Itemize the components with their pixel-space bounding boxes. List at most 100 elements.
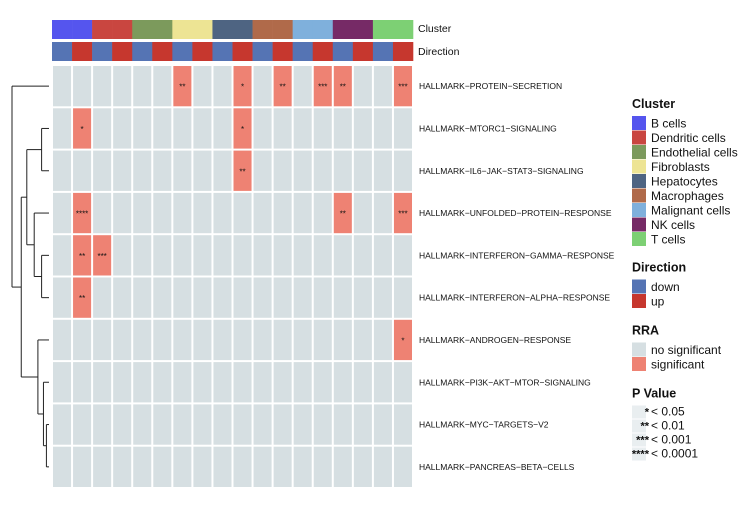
heatmap-cell-r3-c14: [333, 192, 352, 234]
heatmap-cell-r5-c5: [153, 277, 172, 318]
legend-label-dendritic-cells: Dendritic cells: [651, 131, 726, 145]
heatmap-cell-r1-c0: [53, 108, 72, 149]
heatmap-cell-r5-c2: [93, 277, 112, 318]
heatmap-cell-r0-c0: [53, 66, 72, 107]
heatmap-cell-r6-c4: [133, 319, 152, 361]
heatmap-cell-r5-c8: [213, 277, 232, 318]
heatmap-cell-r9-c10: [253, 446, 272, 487]
heatmap-cell-r7-c6: [173, 362, 192, 403]
heatmap-cell-r1-c7: [193, 108, 212, 149]
heatmap-cell-r3-c3: [113, 192, 132, 234]
heatmap-cell-r6-c7: [193, 319, 212, 361]
legend-label-no-significant: no significant: [651, 343, 722, 357]
legend-swatch-hepatocytes: [632, 174, 646, 188]
cluster-cell-hepatocytes-down: [212, 20, 233, 39]
heatmap-cell-r8-c14: [333, 404, 352, 445]
heatmap-cell-r8-c12: [293, 404, 312, 445]
direction-cell-hepatocytes-up: [232, 42, 253, 61]
heatmap-cell-r0-c5: [153, 66, 172, 107]
heatmap-cell-r6-c17: [393, 319, 412, 361]
heatmap-cell-r3-c9: [233, 192, 252, 234]
heatmap-cell-r9-c7: [193, 446, 212, 487]
direction-cell-dendritic-cells-down: [92, 42, 113, 61]
heatmap-cell-r2-c4: [133, 150, 152, 191]
direction-cell-nk-cells-down: [332, 42, 354, 61]
heatmap-cell-r3-c17: [393, 192, 412, 234]
direction-cell-nk-cells-up: [352, 42, 374, 61]
legend-label-t-cells: T cells: [651, 233, 685, 247]
heatmap-cell-r8-c6: [173, 404, 192, 445]
heatmap-cell-r9-c4: [133, 446, 152, 487]
legend-pvalue-swatch-2: [632, 419, 646, 433]
legend-title-rra: RRA: [632, 324, 659, 338]
row-label-hallmark-pancreas-beta-cells: HALLMARK−PANCREAS−BETA−CELLS: [419, 462, 575, 472]
row-label-hallmark-mtorc1-signaling: HALLMARK−MTORC1−SIGNALING: [419, 123, 557, 133]
heatmap-cell-r3-c11: [273, 192, 292, 234]
heatmap-cell-r5-c15: [353, 277, 372, 318]
heatmap-cell-r4-c3: [113, 235, 132, 276]
heatmap-cell-r6-c3: [113, 319, 132, 361]
heatmap-cell-r0-c17: [393, 66, 412, 107]
heatmap-cell-r9-c16: [373, 446, 392, 487]
heatmap-cell-r2-c2: [93, 150, 112, 191]
heatmap-cell-r3-c15: [353, 192, 372, 234]
heatmap-background: [52, 65, 413, 488]
heatmap-cell-r0-c6: [173, 66, 192, 107]
legend-pvalue-stars-1: *: [645, 407, 650, 419]
heatmap-cell-r2-c15: [353, 150, 372, 191]
significance-stars-r0-c9: *: [241, 83, 244, 92]
direction-cell-hepatocytes-down: [212, 42, 233, 61]
heatmap-cell-r4-c2: [93, 235, 112, 276]
significance-stars-r1-c1: *: [81, 125, 84, 134]
heatmap-cell-r1-c16: [373, 108, 392, 149]
direction-cell-fibroblasts-down: [172, 42, 193, 61]
heatmap-cell-r3-c4: [133, 192, 152, 234]
legend-label-significant: significant: [651, 358, 705, 372]
legend-swatch-b-cells: [632, 116, 646, 130]
heatmap-cell-r7-c10: [253, 362, 272, 403]
heatmap-cell-r6-c9: [233, 319, 252, 361]
heatmap-cell-r8-c2: [93, 404, 112, 445]
heatmap-cell-r2-c14: [333, 150, 352, 191]
legend-pvalue-stars-4: ****: [632, 449, 650, 461]
heatmap-cell-r1-c4: [133, 108, 152, 149]
heatmap-cell-r8-c5: [153, 404, 172, 445]
heatmap-cell-r5-c16: [373, 277, 392, 318]
heatmap-cell-r6-c8: [213, 319, 232, 361]
heatmap-cell-r4-c10: [253, 235, 272, 276]
legend-pvalue-swatch-3: [632, 433, 646, 447]
direction-cell-dendritic-cells-up: [112, 42, 133, 61]
heatmap-cell-r8-c9: [233, 404, 252, 445]
heatmap-cell-r8-c13: [313, 404, 332, 445]
heatmap-cell-r4-c8: [213, 235, 232, 276]
heatmap-cell-r6-c1: [73, 319, 92, 361]
legend-label-hepatocytes: Hepatocytes: [651, 175, 718, 189]
significance-stars-r3-c17: ***: [398, 210, 407, 219]
heatmap-cell-r9-c3: [113, 446, 132, 487]
legend-pvalue-label-1: < 0.05: [651, 405, 685, 419]
cluster-cell-macrophages-up: [272, 20, 293, 39]
heatmap-cell-r9-c9: [233, 446, 252, 487]
heatmap-cell-r8-c17: [393, 404, 412, 445]
heatmap-cell-r4-c7: [193, 235, 212, 276]
heatmap-cell-r5-c11: [273, 277, 292, 318]
heatmap-cell-r0-c11: [273, 66, 292, 107]
legend-label-nk-cells: NK cells: [651, 218, 695, 232]
direction-cell-b-cells-down: [52, 42, 73, 61]
legend-title-direction: Direction: [632, 261, 686, 275]
cluster-cell-b-cells-up: [72, 20, 93, 39]
direction-cell-b-cells-up: [72, 42, 93, 61]
heatmap-cell-r9-c6: [173, 446, 192, 487]
legend-swatch-fibroblasts: [632, 159, 646, 174]
heatmap-cell-r6-c15: [353, 319, 372, 361]
cluster-annotation-bar: [52, 20, 414, 39]
cluster-cell-fibroblasts-down: [172, 20, 193, 39]
heatmap-cell-r9-c1: [73, 446, 92, 487]
heatmap-cell-r7-c13: [313, 362, 332, 403]
legend-pvalue-swatch-1: [632, 405, 646, 419]
legend-label-up: up: [651, 295, 665, 309]
heatmap-cell-r1-c10: [253, 108, 272, 149]
heatmap-cell-r7-c15: [353, 362, 372, 403]
legend-swatch-up: [632, 294, 646, 308]
heatmap-cell-r7-c7: [193, 362, 212, 403]
